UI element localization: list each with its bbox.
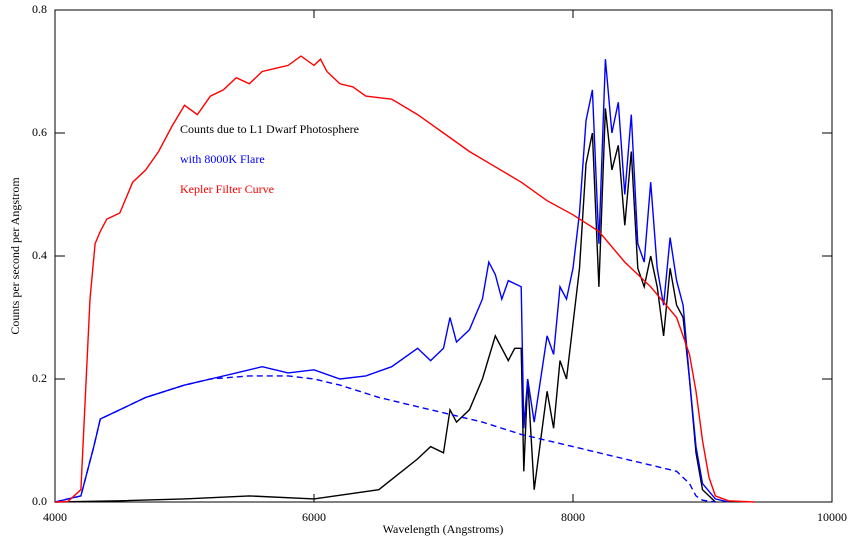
y-tick-label: 0.2 xyxy=(32,371,47,385)
data-line xyxy=(54,55,755,503)
x-tick-label: 6000 xyxy=(302,510,326,524)
x-tick-label: 10000 xyxy=(817,510,847,524)
y-tick-label: 0.0 xyxy=(32,494,47,508)
legend-entry: Counts due to L1 Dwarf Photosphere xyxy=(180,122,359,136)
y-axis-label: Counts per second per Angstrom xyxy=(8,177,22,335)
data-line xyxy=(54,59,729,503)
x-axis-label: Wavelength (Angstroms) xyxy=(383,522,504,536)
y-tick-label: 0.4 xyxy=(32,248,47,262)
y-tick-label: 0.6 xyxy=(32,125,47,139)
y-tick-label: 0.8 xyxy=(32,2,47,16)
legend-entry: Kepler Filter Curve xyxy=(180,182,274,196)
data-line xyxy=(54,375,716,503)
x-tick-label: 4000 xyxy=(43,510,67,524)
data-line xyxy=(54,108,716,503)
legend-entry: with 8000K Flare xyxy=(180,152,265,166)
x-tick-label: 8000 xyxy=(561,510,585,524)
plot-frame xyxy=(54,9,833,503)
